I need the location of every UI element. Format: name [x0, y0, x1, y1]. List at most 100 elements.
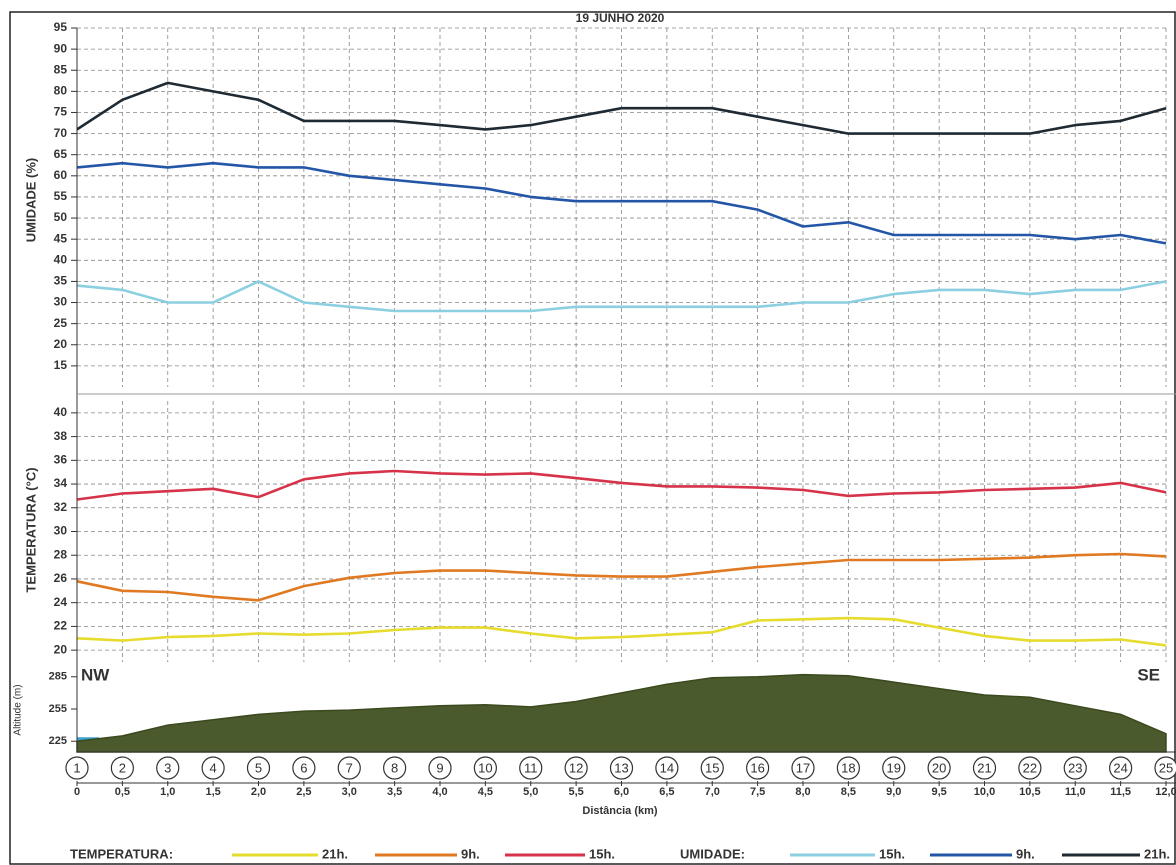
legend-title: UMIDADE:: [680, 846, 745, 861]
y-axis-label: TEMPERATURA (°C): [23, 467, 38, 592]
y-tick-label: 85: [54, 62, 68, 76]
point-label: 4: [210, 760, 217, 775]
legend-label: 9h.: [1016, 846, 1035, 861]
legend-label: 21h.: [1144, 846, 1170, 861]
y-tick-label: 80: [54, 84, 68, 98]
x-axis-label: Distância (km): [582, 805, 658, 817]
line-series: [77, 83, 1166, 134]
y-tick-label: 35: [54, 274, 68, 288]
chart: 19 JUNHO 2020 15202530354045505560657075…: [0, 0, 1176, 865]
y-tick-label: 40: [54, 405, 68, 419]
legend-label: 15h.: [589, 846, 615, 861]
annotation: SE: [1137, 665, 1160, 684]
x-tick-label: 6,0: [614, 786, 629, 798]
x-tick-label: 5,5: [568, 786, 583, 798]
point-label: 18: [841, 760, 855, 775]
point-label: 11: [524, 760, 538, 775]
point-label: 22: [1023, 760, 1037, 775]
y-tick-label: 225: [49, 735, 67, 747]
legend-title: TEMPERATURA:: [70, 846, 173, 861]
y-axis-label: UMIDADE (%): [23, 158, 38, 243]
page: 19 JUNHO 2020 15202530354045505560657075…: [0, 0, 1176, 865]
y-tick-label: 45: [54, 231, 68, 245]
annotation: NW: [81, 665, 110, 684]
y-tick-label: 75: [54, 105, 68, 119]
legend-label: 21h.: [322, 846, 348, 861]
point-label: 2: [119, 760, 126, 775]
point-label: 16: [750, 760, 764, 775]
x-tick-label: 7,0: [705, 786, 720, 798]
point-label: 24: [1113, 760, 1127, 775]
x-tick-label: 3,0: [342, 786, 357, 798]
x-tick-label: 6,5: [659, 786, 674, 798]
y-tick-label: 34: [54, 476, 68, 490]
x-tick-label: 11,0: [1065, 786, 1086, 798]
x-tick-label: 9,0: [886, 786, 901, 798]
y-tick-label: 25: [54, 316, 68, 330]
point-label: 21: [977, 760, 991, 775]
y-tick-label: 22: [54, 619, 68, 633]
x-tick-label: 1,5: [205, 786, 220, 798]
point-label: 19: [887, 760, 901, 775]
point-label: 3: [164, 760, 171, 775]
terrain-area: [77, 675, 1166, 752]
y-tick-label: 30: [54, 524, 68, 538]
x-tick-label: 0,5: [115, 786, 130, 798]
y-tick-label: 285: [49, 671, 67, 683]
y-tick-label: 20: [54, 337, 68, 351]
x-tick-label: 3,5: [387, 786, 402, 798]
x-tick-label: 2,5: [296, 786, 311, 798]
x-tick-label: 2,0: [251, 786, 266, 798]
point-label: 13: [614, 760, 628, 775]
y-tick-label: 24: [54, 595, 68, 609]
x-tick-label: 0: [74, 786, 80, 798]
x-tick-label: 12,0: [1155, 786, 1176, 798]
x-tick-label: 1,0: [160, 786, 175, 798]
point-label: 15: [705, 760, 719, 775]
y-tick-label: 28: [54, 547, 68, 561]
x-tick-label: 11,5: [1110, 786, 1131, 798]
y-tick-label: 255: [49, 703, 67, 715]
y-tick-label: 36: [54, 452, 68, 466]
point-label: 8: [391, 760, 398, 775]
y-tick-label: 55: [54, 189, 68, 203]
point-label: 7: [346, 760, 353, 775]
point-label: 1: [73, 760, 80, 775]
y-tick-label: 60: [54, 168, 68, 182]
y-tick-label: 40: [54, 252, 68, 266]
x-tick-label: 10,0: [974, 786, 995, 798]
point-label: 5: [255, 760, 262, 775]
legend-label: 9h.: [461, 846, 480, 861]
point-label: 23: [1068, 760, 1082, 775]
point-label: 12: [569, 760, 583, 775]
x-tick-label: 5,0: [523, 786, 538, 798]
y-tick-label: 20: [54, 642, 68, 656]
y-tick-label: 30: [54, 295, 68, 309]
point-label: 14: [660, 760, 674, 775]
y-tick-label: 50: [54, 210, 68, 224]
legend-label: 15h.: [879, 846, 905, 861]
x-tick-label: 7,5: [750, 786, 765, 798]
point-label: 17: [796, 760, 810, 775]
y-tick-label: 90: [54, 41, 68, 55]
point-label: 6: [300, 760, 307, 775]
y-tick-label: 32: [54, 500, 68, 514]
point-label: 9: [436, 760, 443, 775]
y-tick-label: 65: [54, 147, 68, 161]
x-tick-label: 8,5: [841, 786, 856, 798]
x-tick-label: 4,0: [432, 786, 447, 798]
y-axis-label: Altitude (m): [13, 684, 24, 735]
point-label: 20: [932, 760, 946, 775]
chart-title: 19 JUNHO 2020: [576, 11, 665, 25]
y-tick-label: 38: [54, 429, 68, 443]
y-tick-label: 15: [54, 358, 68, 372]
y-tick-label: 95: [54, 20, 68, 34]
x-tick-label: 10,5: [1019, 786, 1040, 798]
x-tick-label: 9,5: [931, 786, 946, 798]
point-label: 25: [1159, 760, 1173, 775]
x-tick-label: 8,0: [795, 786, 810, 798]
point-label: 10: [478, 760, 492, 775]
x-tick-label: 4,5: [478, 786, 493, 798]
y-tick-label: 70: [54, 126, 68, 140]
y-tick-label: 26: [54, 571, 68, 585]
